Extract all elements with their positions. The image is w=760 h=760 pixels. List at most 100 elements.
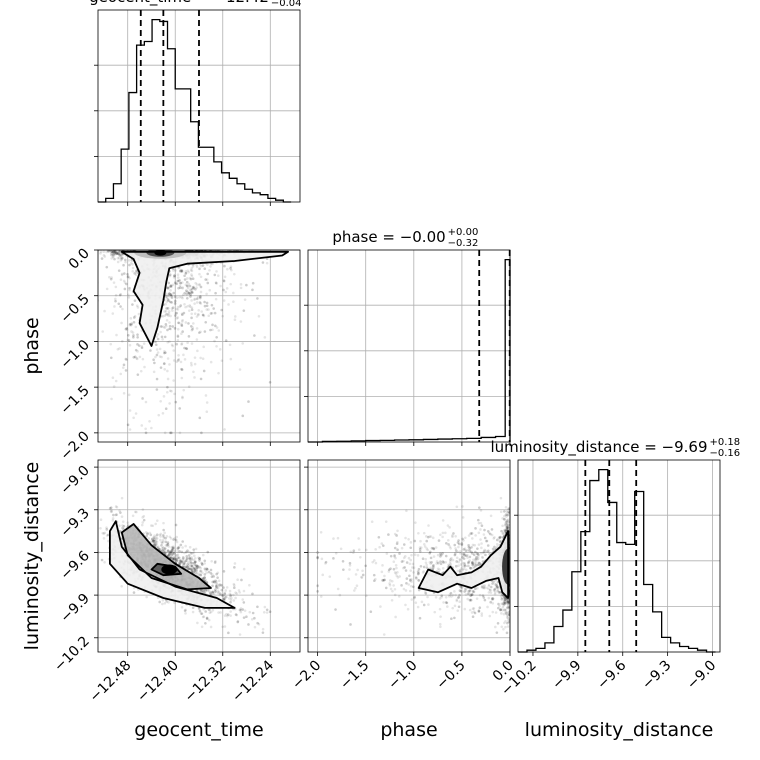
sample-point — [210, 303, 214, 307]
sample-point — [153, 534, 156, 537]
sample-point — [207, 618, 211, 622]
sample-point — [174, 400, 178, 404]
sample-point — [200, 310, 204, 313]
sample-point — [202, 369, 206, 373]
sample-point — [190, 316, 193, 320]
sample-point — [185, 565, 189, 569]
sample-point — [202, 589, 206, 593]
sample-point — [185, 296, 189, 300]
sample-point — [115, 252, 118, 256]
sample-point — [223, 275, 227, 279]
sample-point — [204, 622, 207, 625]
sample-point — [196, 564, 199, 568]
sample-point — [222, 570, 226, 573]
sample-point — [148, 419, 151, 423]
sample-point — [152, 538, 155, 542]
sample-point — [193, 560, 197, 563]
sample-point — [167, 314, 170, 318]
sample-point — [232, 582, 236, 586]
sample-point — [222, 288, 225, 292]
sample-point — [256, 621, 259, 625]
sample-point — [268, 610, 272, 614]
sample-point — [113, 305, 116, 308]
sample-point — [194, 560, 197, 564]
sample-point — [169, 431, 172, 435]
sample-point — [184, 289, 188, 292]
sample-point — [204, 569, 208, 572]
sample-point — [199, 295, 202, 298]
sample-point — [202, 314, 206, 318]
sample-point — [170, 551, 173, 554]
sample-point — [180, 560, 184, 563]
sample-point — [219, 583, 223, 587]
sample-point — [119, 511, 122, 514]
sample-point — [188, 284, 192, 288]
sample-point — [131, 263, 134, 266]
sample-point — [248, 610, 252, 614]
sample-point — [120, 272, 124, 276]
sample-point — [162, 395, 166, 398]
sample-point — [171, 547, 174, 551]
sample-point — [222, 570, 226, 573]
sample-point — [226, 614, 229, 618]
sample-point — [166, 544, 169, 547]
sample-point — [194, 567, 197, 571]
sample-point — [198, 331, 201, 334]
sample-point — [243, 609, 247, 612]
sample-point — [176, 308, 180, 311]
sample-point — [166, 340, 170, 344]
sample-point — [178, 305, 182, 309]
sample-point — [152, 358, 155, 362]
sample-point — [168, 274, 172, 278]
sample-point — [110, 509, 113, 512]
sample-point — [204, 278, 207, 281]
sample-point — [235, 613, 239, 617]
sample-point — [110, 397, 113, 401]
sample-point — [268, 380, 272, 384]
sample-point — [164, 407, 168, 410]
sample-point — [168, 535, 172, 539]
sample-point — [112, 250, 116, 254]
sample-point — [176, 559, 179, 563]
sample-point — [167, 554, 170, 558]
sample-point — [119, 292, 123, 296]
sample-point — [146, 532, 149, 536]
sample-point — [164, 540, 168, 544]
sample-point — [167, 294, 170, 297]
sample-point — [189, 268, 193, 272]
sample-point — [176, 553, 180, 556]
sample-point — [164, 551, 167, 554]
sample-point — [166, 286, 170, 290]
sample-point — [188, 558, 192, 561]
sample-point — [100, 257, 104, 260]
sample-point — [200, 625, 204, 629]
sample-point — [180, 295, 183, 299]
sample-point — [203, 576, 206, 580]
sample-point — [185, 347, 189, 351]
sample-point — [192, 548, 196, 551]
sample-point — [204, 589, 208, 593]
sample-point — [146, 531, 149, 535]
sample-point — [225, 287, 229, 290]
sample-point — [168, 402, 171, 405]
sample-point — [221, 314, 224, 318]
sample-point — [150, 426, 153, 430]
sample-point — [108, 275, 111, 279]
sample-point — [169, 284, 173, 288]
sample-point — [196, 566, 199, 569]
sample-point — [172, 538, 175, 541]
sample-point — [211, 584, 214, 588]
sample-point — [120, 252, 124, 256]
sample-point — [101, 330, 105, 333]
sample-point — [218, 582, 221, 586]
sample-point — [128, 409, 132, 412]
sample-point — [140, 345, 144, 348]
sample-point — [186, 566, 189, 569]
sample-point — [199, 570, 203, 573]
sample-point — [113, 250, 117, 254]
sample-point — [130, 322, 134, 325]
sample-point — [201, 577, 205, 581]
sample-point — [170, 553, 173, 557]
sample-point — [194, 547, 198, 551]
sample-point — [112, 385, 116, 388]
